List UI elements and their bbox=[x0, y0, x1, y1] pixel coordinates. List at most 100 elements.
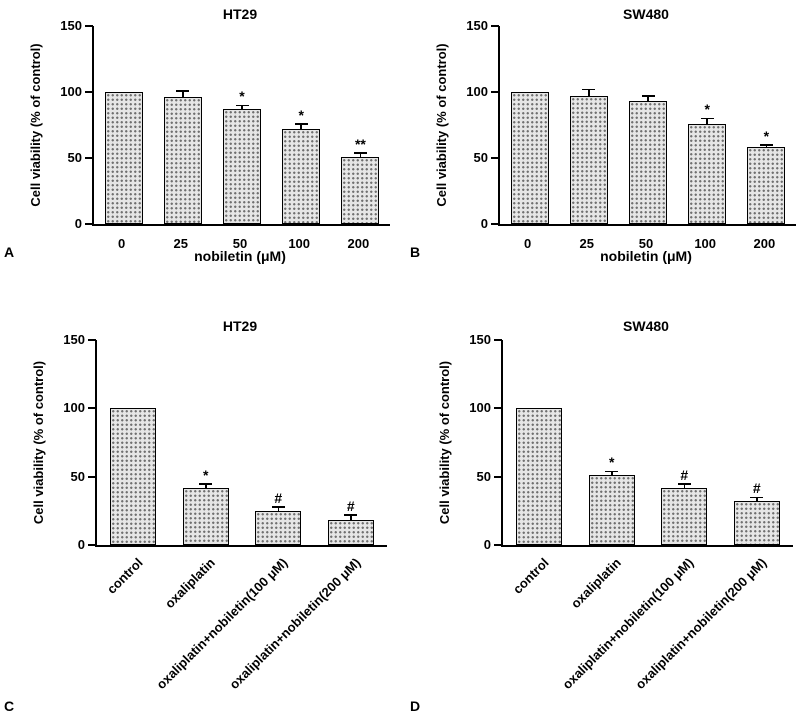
panel-b: SW480 Cell viability (% of control) 0 50 1… bbox=[406, 0, 811, 270]
x-tick-label: 0 bbox=[117, 236, 126, 251]
panel-letter: B bbox=[410, 244, 421, 260]
x-tick-label: 25 bbox=[173, 236, 189, 251]
panel-letter: D bbox=[410, 698, 421, 714]
significance-marker: # bbox=[752, 480, 761, 497]
x-tick-label: oxaliplatin+nobiletin(100 μM) bbox=[559, 555, 697, 693]
error-bar-line bbox=[359, 152, 362, 157]
significance-marker: # bbox=[274, 489, 283, 506]
significance-marker: * bbox=[609, 454, 615, 471]
x-axis-labels: control oxaliplatin oxaliplatin+nobiletin(… bbox=[95, 549, 385, 709]
bar bbox=[569, 95, 608, 224]
x-axis-label: nobiletin (μM) bbox=[600, 248, 692, 264]
plot-area: 0 50 100 150 * * ** bbox=[60, 18, 390, 231]
y-tick bbox=[491, 157, 499, 159]
error-bar-cap bbox=[750, 496, 764, 499]
bar bbox=[327, 520, 374, 545]
y-axis-label: Cell viability (% of control) bbox=[28, 43, 43, 207]
y-tick-label: 100 bbox=[469, 400, 491, 416]
x-tick-label: 200 bbox=[753, 236, 776, 251]
error-bar-cap bbox=[677, 483, 691, 485]
x-tick-label: 200 bbox=[347, 236, 370, 251]
bar bbox=[516, 408, 563, 545]
y-tick-label: 150 bbox=[466, 18, 488, 33]
significance-marker: ** bbox=[354, 135, 366, 152]
bar bbox=[223, 109, 261, 224]
significance-marker: * bbox=[704, 101, 710, 118]
bar bbox=[629, 101, 667, 224]
error-bar-line bbox=[683, 483, 685, 488]
x-tick-label: 50 bbox=[638, 236, 654, 251]
error-bar-line bbox=[588, 89, 590, 96]
x-tick-label: 100 bbox=[288, 236, 311, 251]
y-tick bbox=[494, 544, 502, 546]
y-tick-label: 100 bbox=[63, 400, 85, 416]
significance-marker: * bbox=[298, 106, 304, 123]
error-bar-cap bbox=[271, 506, 285, 508]
x-tick-label: oxaliplatin bbox=[162, 555, 219, 612]
error-bar-cap bbox=[641, 95, 655, 97]
y-tick bbox=[491, 91, 499, 93]
error-bar-line bbox=[205, 483, 207, 488]
error-bar-cap bbox=[700, 117, 714, 120]
error-bar-cap bbox=[294, 123, 308, 125]
y-tick bbox=[491, 223, 499, 225]
significance-marker: * bbox=[239, 88, 245, 105]
y-tick bbox=[85, 223, 93, 225]
y-tick-label: 100 bbox=[466, 84, 488, 99]
bar bbox=[733, 501, 780, 545]
panel-letter: C bbox=[4, 698, 15, 714]
y-tick bbox=[494, 407, 502, 410]
bar bbox=[341, 156, 380, 224]
bar bbox=[104, 92, 143, 224]
error-bar-cap bbox=[199, 483, 213, 485]
bar bbox=[688, 123, 727, 224]
y-tick-label: 0 bbox=[483, 537, 491, 552]
y-tick-label: 150 bbox=[469, 332, 491, 347]
x-tick-label: 25 bbox=[579, 236, 595, 251]
error-bar-line bbox=[611, 471, 613, 476]
y-axis-label: Cell viability (% of control) bbox=[434, 43, 449, 207]
bar bbox=[661, 487, 708, 545]
plot-area: 0 50 100 150 * # # bbox=[63, 332, 387, 552]
error-bar-cap bbox=[176, 90, 190, 92]
bar bbox=[282, 128, 321, 224]
x-tick-label: control bbox=[510, 555, 552, 597]
x-axis-labels: control oxaliplatin oxaliplatin+nobiletin(… bbox=[501, 549, 791, 709]
error-bar-line bbox=[350, 514, 352, 521]
plot-area: 0 50 100 150 * # # bbox=[469, 332, 793, 552]
y-axis-label: Cell viability (% of control) bbox=[31, 360, 46, 525]
chart-title: SW480 bbox=[623, 318, 669, 334]
panel-letter: A bbox=[4, 244, 15, 260]
y-tick bbox=[88, 339, 96, 341]
x-tick-label: oxaliplatin+nobiletin(200 μM) bbox=[632, 555, 770, 693]
y-tick-label: 0 bbox=[77, 537, 85, 552]
x-tick-label: oxaliplatin+nobiletin(200 μM) bbox=[226, 555, 364, 693]
bar bbox=[163, 97, 202, 224]
y-tick bbox=[85, 157, 93, 159]
bar bbox=[182, 487, 229, 545]
error-bar-cap bbox=[235, 104, 249, 107]
y-tick-label: 50 bbox=[70, 468, 85, 484]
y-tick-label: 100 bbox=[60, 84, 82, 99]
x-tick-label: control bbox=[104, 555, 146, 597]
error-bar-cap bbox=[582, 88, 596, 91]
chart-title: HT29 bbox=[222, 6, 258, 22]
panel-c: HT29 Cell viability (% of control) 0 50 10… bbox=[0, 300, 405, 724]
error-bar-cap bbox=[353, 152, 367, 154]
panel-a: HT29 Cell viability (% of control) 0 50 10… bbox=[0, 0, 405, 270]
x-tick-label: oxaliplatin bbox=[568, 555, 625, 612]
y-tick-label: 0 bbox=[480, 216, 488, 231]
chart-title: SW480 bbox=[623, 6, 669, 22]
y-tick-label: 50 bbox=[476, 468, 491, 484]
x-tick-label: oxaliplatin+nobiletin(100 μM) bbox=[153, 555, 291, 693]
x-tick-label: 0 bbox=[523, 236, 532, 251]
y-tick-label: 150 bbox=[60, 18, 82, 33]
error-bar-cap bbox=[759, 144, 773, 146]
y-tick bbox=[85, 25, 93, 27]
x-tick-label: 50 bbox=[232, 236, 248, 251]
bar bbox=[747, 147, 786, 224]
y-tick-label: 0 bbox=[74, 216, 82, 231]
error-bar-cap bbox=[605, 470, 619, 473]
x-axis-label: nobiletin (μM) bbox=[194, 248, 286, 264]
